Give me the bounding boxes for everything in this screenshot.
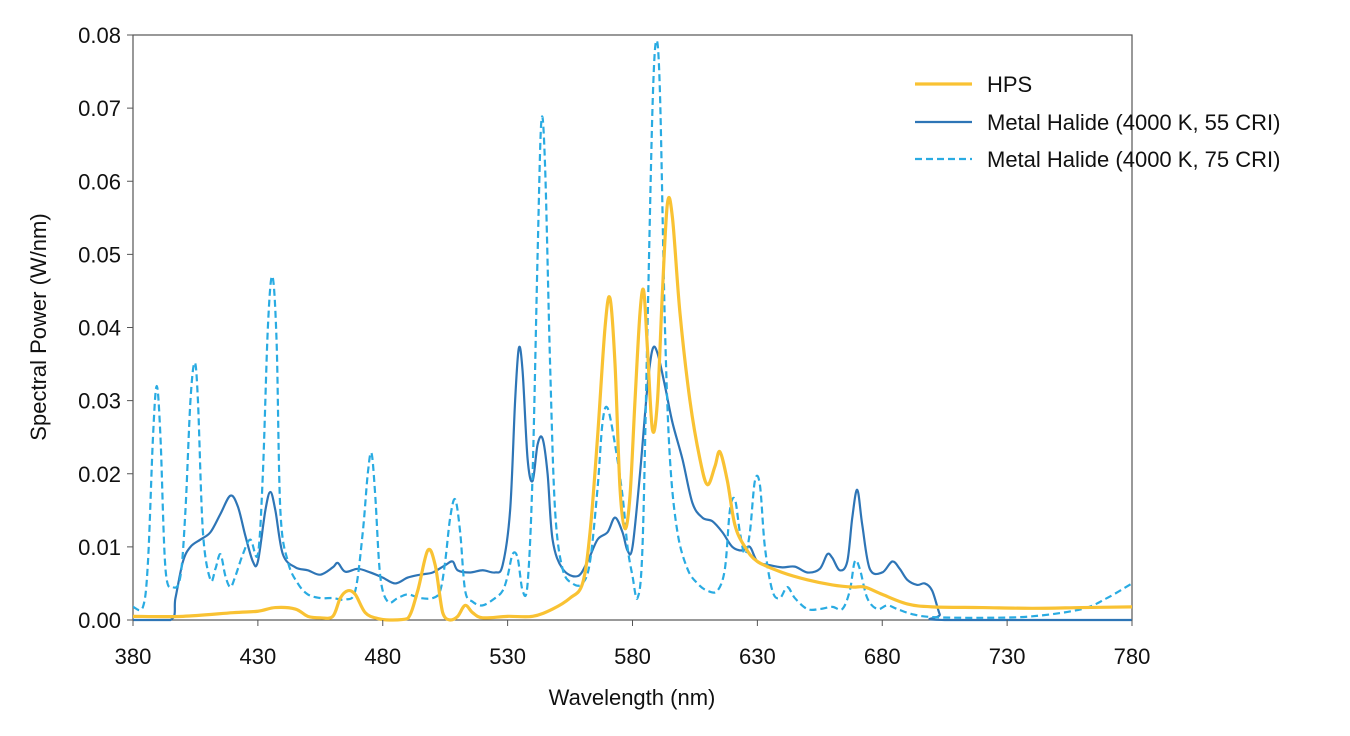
y-tick-label: 0.02 (78, 462, 121, 487)
legend-label: Metal Halide (4000 K, 75 CRI) (987, 147, 1280, 172)
x-tick-label: 580 (614, 644, 651, 669)
y-tick-label: 0.03 (78, 389, 121, 414)
y-tick-label: 0.06 (78, 169, 121, 194)
x-tick-label: 430 (240, 644, 277, 669)
x-tick-label: 480 (364, 644, 401, 669)
series-line-hps (132, 196, 1133, 622)
y-tick-label: 0.01 (78, 535, 121, 560)
series-line-metal-halide-4000-k-75-cri (132, 39, 1133, 619)
x-tick-label: 680 (864, 644, 901, 669)
x-tick-label: 530 (489, 644, 526, 669)
y-tick-label: 0.05 (78, 242, 121, 267)
y-tick-label: 0.07 (78, 96, 121, 121)
x-tick-label: 380 (115, 644, 152, 669)
series-line-metal-halide-4000-k-55-cri (133, 345, 1132, 622)
x-axis-title: Wavelength (nm) (549, 685, 716, 710)
x-tick-label: 630 (739, 644, 776, 669)
x-axis: 380 430 480 530 580 630 680 730 780 (115, 620, 1151, 669)
y-axis: 0.00 0.01 0.02 0.03 0.04 0.05 0.06 0.07 0.08 (78, 23, 133, 633)
legend: HPS Metal Halide (4000 K, 55 CRI) Metal Ha… (915, 72, 1280, 172)
x-tick-label: 780 (1114, 644, 1151, 669)
y-tick-label: 0.04 (78, 316, 121, 341)
y-axis-title: Spectral Power (W/nm) (26, 213, 51, 440)
y-tick-label: 0.00 (78, 608, 121, 633)
y-tick-label: 0.08 (78, 23, 121, 48)
series-layer (132, 39, 1133, 622)
legend-label: HPS (987, 72, 1032, 97)
x-tick-label: 730 (989, 644, 1026, 669)
legend-label: Metal Halide (4000 K, 55 CRI) (987, 110, 1280, 135)
